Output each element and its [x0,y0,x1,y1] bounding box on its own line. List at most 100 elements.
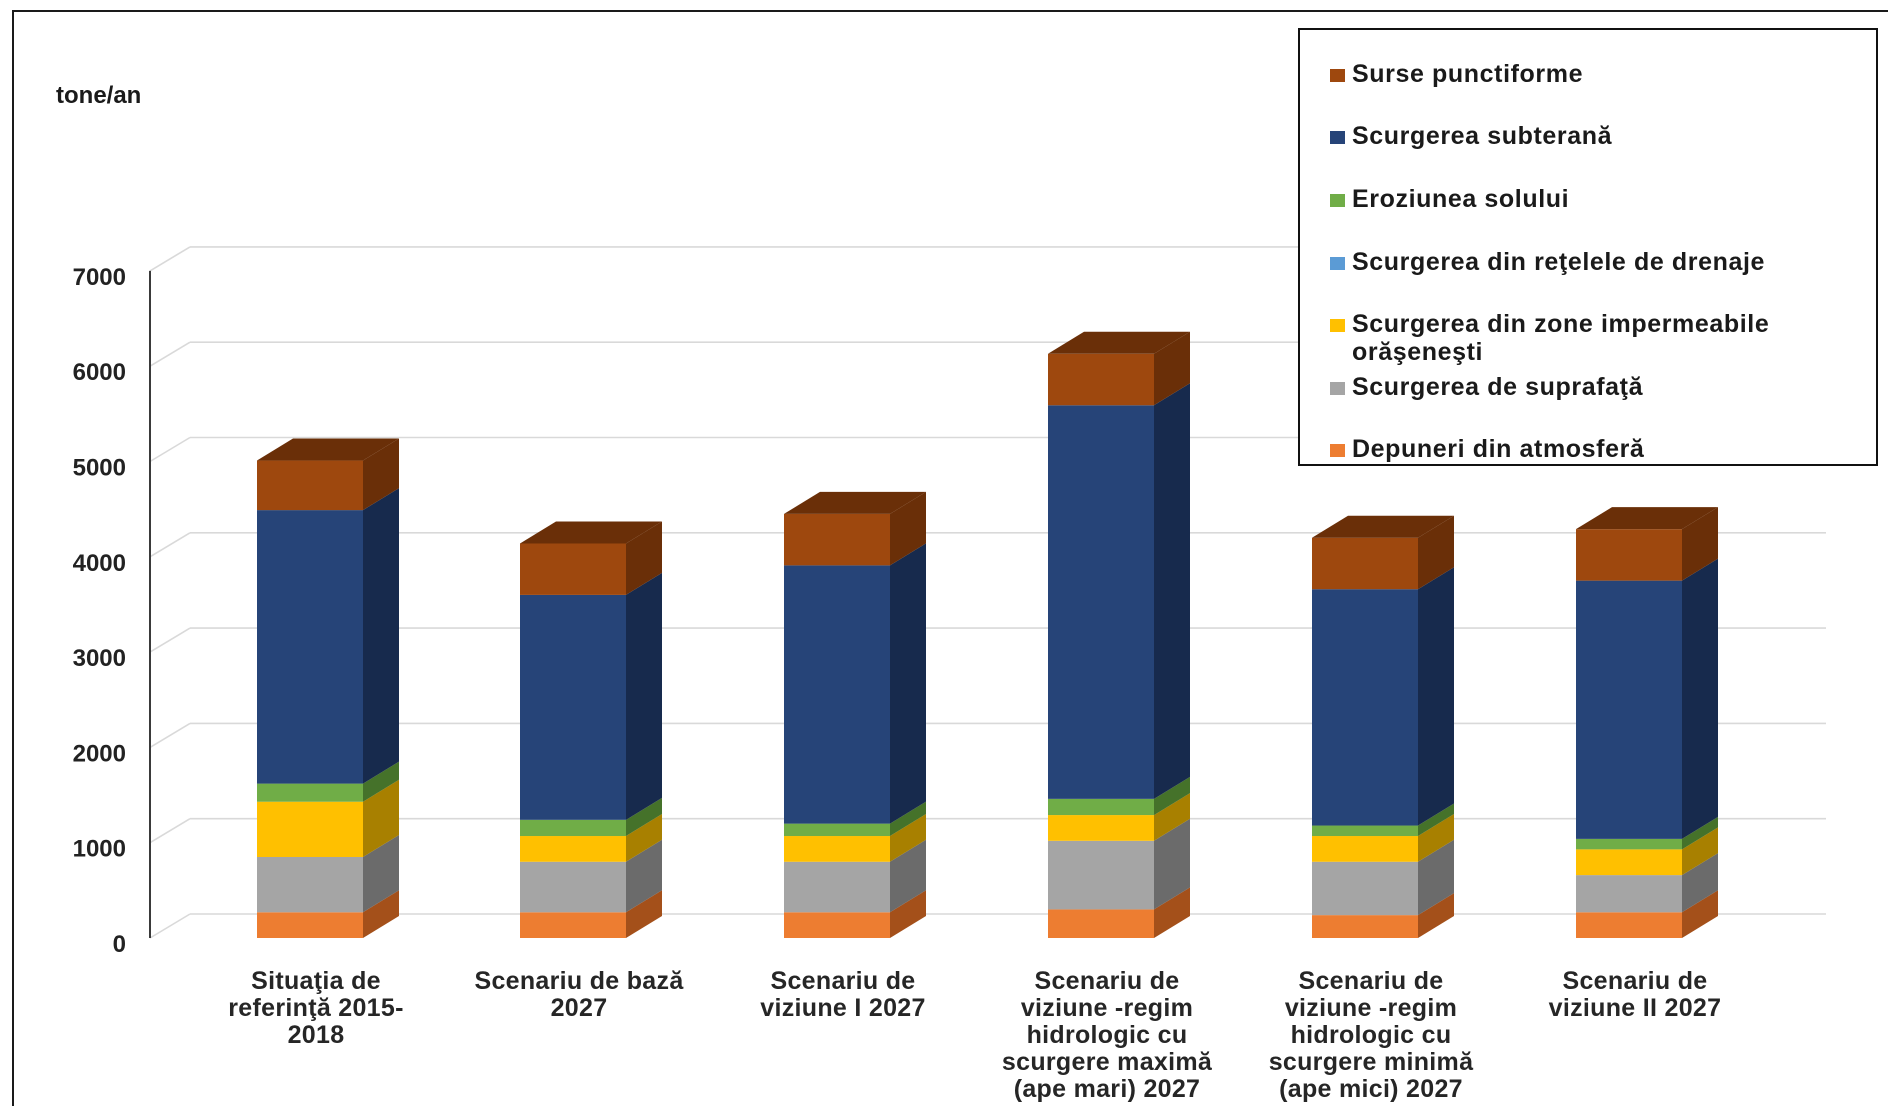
bar-stack [1576,507,1718,938]
bar-segment-side [890,814,926,862]
bar-segment [257,510,363,784]
x-category-label-line: Scenariu de bază [474,967,684,995]
bar-stack [784,491,926,938]
bar-segment [1312,589,1418,826]
bar-segment-side [1418,839,1454,916]
bar-segment-side [1154,776,1190,816]
bar-segment [257,801,363,857]
x-category-label-line: Scenariu de [1562,967,1708,995]
bar-segment [1312,915,1418,938]
x-category-label: Scenariu de viziune II 2027 [1520,968,1750,1022]
x-category-label-line: Situaţia de [251,967,381,995]
legend-item-scurgerea-din-zone-impermeabile: Scurgerea din zone impermeabile orăşeneş… [1330,310,1872,366]
bar-segment [257,856,363,913]
bar-segment [1048,405,1154,799]
bar-segment [520,543,626,595]
x-category-label-line: hidrologic cu [1290,1021,1452,1049]
bar-segment-side [363,761,399,802]
legend-swatch [1330,257,1345,270]
x-category-label-line: hidrologic cu [1026,1021,1188,1049]
legend-swatch [1330,194,1345,207]
gridline-diagonal [149,341,191,367]
y-tick-label: 5000 [73,455,126,482]
bar-segment [1048,815,1154,841]
y-tick-label: 7000 [73,264,126,291]
bar-segment-side [890,801,926,837]
bar-segment [1576,838,1682,850]
legend-label: Scurgerea subterană [1352,122,1613,150]
bar-stack [1312,515,1454,938]
bar-segment [784,861,890,913]
bar-segment-side [1154,793,1190,841]
x-category-label: Scenariu de bază 2027 [464,968,694,1022]
y-tick-label: 2000 [73,740,126,767]
bar-segment [1048,353,1154,406]
bar-segment [1576,580,1682,839]
bar-segment-side [363,834,399,913]
legend-swatch [1330,131,1345,144]
bar-segment-side [1682,507,1718,581]
gridline-diagonal [149,436,191,463]
bar-top-face [257,438,399,461]
bar-top-face [1048,331,1190,354]
bar-segment [257,460,363,511]
x-category-label: Scenariu de viziune -regim hidrologic cu sc… [992,968,1222,1103]
bar-segment [784,912,890,938]
bar-segment-side [1154,331,1190,406]
bar-segment [1048,840,1154,910]
legend-swatch [1330,69,1345,82]
bar-segment-side [363,779,399,857]
bar-top-face [1312,515,1454,538]
x-category-label-line: scurgere maximă [1001,1048,1213,1076]
legend-label: Depuneri din atmosferă [1352,435,1645,463]
bar-segment-side [1682,558,1718,839]
bar-segment [520,861,626,913]
bar-stack [520,521,662,938]
bar-segment [520,836,626,862]
legend-item-eroziunea-solului: Eroziunea solului [1330,185,1872,213]
bar-segment [1576,849,1682,876]
bar-segment-side [1682,890,1718,938]
bars-layer [257,331,1718,938]
legend-swatch [1330,444,1345,457]
bar-top-face [784,491,926,514]
bar-segment-side [1418,893,1454,938]
bar-segment-side [890,491,926,566]
gridline-diagonal [149,722,191,749]
legend-item-scurgerea-de-suprafata: Scurgerea de suprafaţă [1330,373,1872,401]
x-category-label-line: viziune -regim [1284,994,1458,1022]
x-category-label-line: viziune I 2027 [760,994,926,1022]
legend-label: Surse punctiforme [1352,60,1584,88]
x-category-label-line: (ape mari) 2027 [1013,1075,1201,1103]
y-tick-label: 4000 [73,550,126,577]
bar-segment [257,912,363,938]
legend-label: Scurgerea din reţelele de drenaje [1352,248,1766,276]
x-category-label-line: 2018 [287,1021,345,1049]
bar-segment [784,565,890,824]
bar-segment [784,823,890,837]
x-category-label-line: Scenariu de [770,967,916,995]
bar-segment-side [1154,818,1190,910]
bar-segment [520,819,626,837]
bar-segment-side [1154,887,1190,938]
legend-label: Scurgerea din zone impermeabile orăşeneş… [1352,310,1770,366]
y-axis-label: tone/an [56,82,142,109]
bar-segment [520,594,626,820]
bar-stack [1048,331,1190,938]
bar-segment [1048,909,1154,938]
bar-segment-side [890,543,926,824]
legend-label: Eroziunea solului [1352,185,1570,213]
bar-segment [1576,875,1682,913]
bar-segment [784,836,890,862]
legend-label: Scurgerea de suprafaţă [1352,373,1644,401]
bar-segment [520,912,626,938]
y-tick-label: 6000 [73,359,126,386]
bar-segment [1576,912,1682,938]
bar-segment-side [1682,816,1718,850]
bar-segment [1576,529,1682,581]
legend-item-scurgerea-din-retelele-de-drenaje: Scurgerea din reţelele de drenaje [1330,248,1872,276]
chart-frame [12,10,1888,1106]
legend-item-surse-punctiforme: Surse punctiforme [1330,60,1872,88]
y-tick-label: 1000 [73,836,126,863]
x-category-label: Scenariu de viziune I 2027 [728,968,958,1022]
